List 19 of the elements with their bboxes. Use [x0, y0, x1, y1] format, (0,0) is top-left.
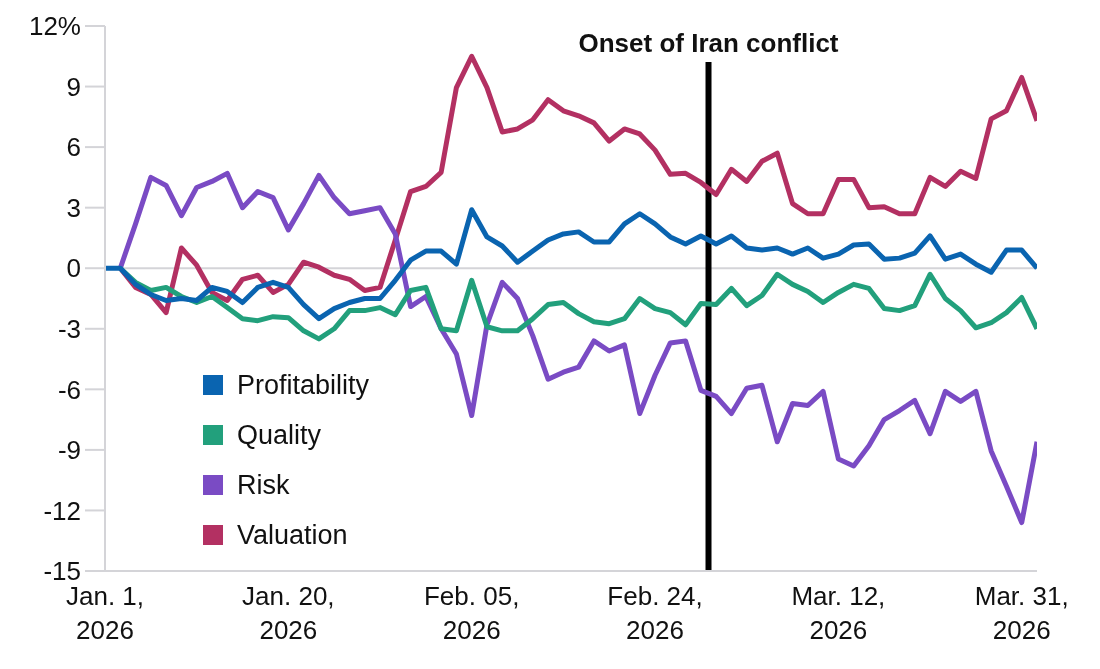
legend-label: Quality: [237, 419, 322, 452]
y-tick-label: -9: [57, 435, 81, 466]
x-tick-label: Feb. 05, 2026: [423, 581, 520, 645]
x-tick-label: Jan. 20, 2026: [242, 581, 335, 645]
legend-label: Profitability: [237, 369, 370, 402]
x-tick-label: Mar. 12, 2026: [791, 581, 886, 645]
legend-label: Valuation: [237, 519, 348, 552]
y-tick-label: -6: [57, 374, 81, 405]
y-tick-label: -12: [43, 495, 81, 526]
y-tick-label: 12%: [28, 11, 81, 42]
y-tick-label: 6: [66, 132, 81, 163]
y-tick-label: 0: [66, 253, 81, 284]
x-tick-label: Feb. 24, 2026: [607, 581, 703, 645]
annotation: Onset of Iran conflict: [578, 28, 839, 58]
legend-label: Risk: [237, 469, 290, 502]
y-tick-label: 9: [66, 71, 81, 102]
y-tick-label: 3: [66, 192, 81, 223]
y-tick-label: -3: [57, 314, 81, 345]
x-tick-label: Mar. 31, 2026: [974, 581, 1069, 645]
